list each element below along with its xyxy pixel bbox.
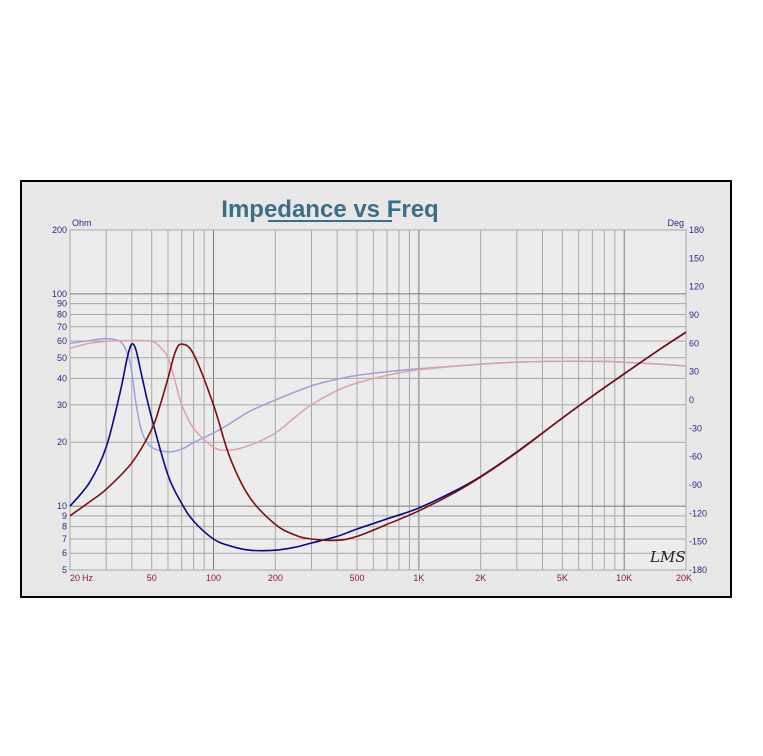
x-tick-label: 1K: [413, 573, 424, 583]
y-left-tick-label: 200: [52, 225, 67, 235]
y-left-tick-label: 50: [57, 353, 67, 363]
y-left-tick-label: 5: [62, 565, 67, 575]
chart-title: Impedance vs Freq: [221, 196, 438, 223]
y-left-tick-label: 30: [57, 400, 67, 410]
y-right-tick-label: 150: [689, 253, 704, 263]
y-left-tick-label: 40: [57, 373, 67, 383]
y-left-tick-label: 6: [62, 548, 67, 558]
y-right-tick-label: 0: [689, 395, 694, 405]
y-right-tick-label: 60: [689, 338, 699, 348]
tick-labels: 2001009080706050403020109876518015012090…: [52, 225, 707, 583]
y-right-tick-label: 30: [689, 367, 699, 377]
x-tick-label: 20: [70, 573, 80, 583]
y-left-tick-label: 60: [57, 336, 67, 346]
x-tick-label: 200: [268, 573, 283, 583]
x-unit-label: Hz: [82, 573, 93, 583]
impedance-curve-1: [69, 331, 687, 542]
x-tick-label: 500: [350, 573, 365, 583]
y-left-tick-label: 80: [57, 309, 67, 319]
y-right-tick-label: -30: [689, 423, 702, 433]
y-left-unit-label: Ohm: [72, 218, 92, 228]
phase-curve-3: [69, 339, 687, 452]
y-left-tick-label: 100: [52, 289, 67, 299]
y-right-tick-label: -90: [689, 480, 702, 490]
y-right-tick-label: -150: [689, 537, 707, 547]
y-left-tick-label: 10: [57, 501, 67, 511]
x-tick-label: 100: [206, 573, 221, 583]
impedance-chart: Impedance vs Freq 2001009080706050403020…: [52, 196, 707, 583]
y-right-tick-label: -60: [689, 452, 702, 462]
x-tick-label: 20K: [676, 573, 692, 583]
series-group: [69, 331, 687, 552]
y-right-tick-label: 90: [689, 310, 699, 320]
chart-frame: Impedance vs Freq 200 100 90 80 70 60 50 40 30 20…: [20, 180, 732, 598]
y-left-tick-label: 90: [57, 299, 67, 309]
x-tick-label: 5K: [557, 573, 568, 583]
y-right-tick-label: 120: [689, 282, 704, 292]
y-left-tick-label: 7: [62, 534, 67, 544]
x-tick-label: 50: [147, 573, 157, 583]
y-left-tick-label: 20: [57, 437, 67, 447]
y-left-tick-label: 8: [62, 522, 67, 532]
x-tick-label: 10K: [616, 573, 632, 583]
y-right-tick-label: -120: [689, 508, 707, 518]
lms-signature: LMS: [649, 548, 686, 566]
y-right-unit-label: Deg: [667, 218, 684, 228]
y-right-tick-label: 180: [689, 225, 704, 235]
grid: [69, 229, 687, 571]
y-right-tick-label: -180: [689, 565, 707, 575]
x-tick-label: 2K: [475, 573, 486, 583]
y-left-tick-label: 70: [57, 322, 67, 332]
y-left-tick-label: 9: [62, 511, 67, 521]
